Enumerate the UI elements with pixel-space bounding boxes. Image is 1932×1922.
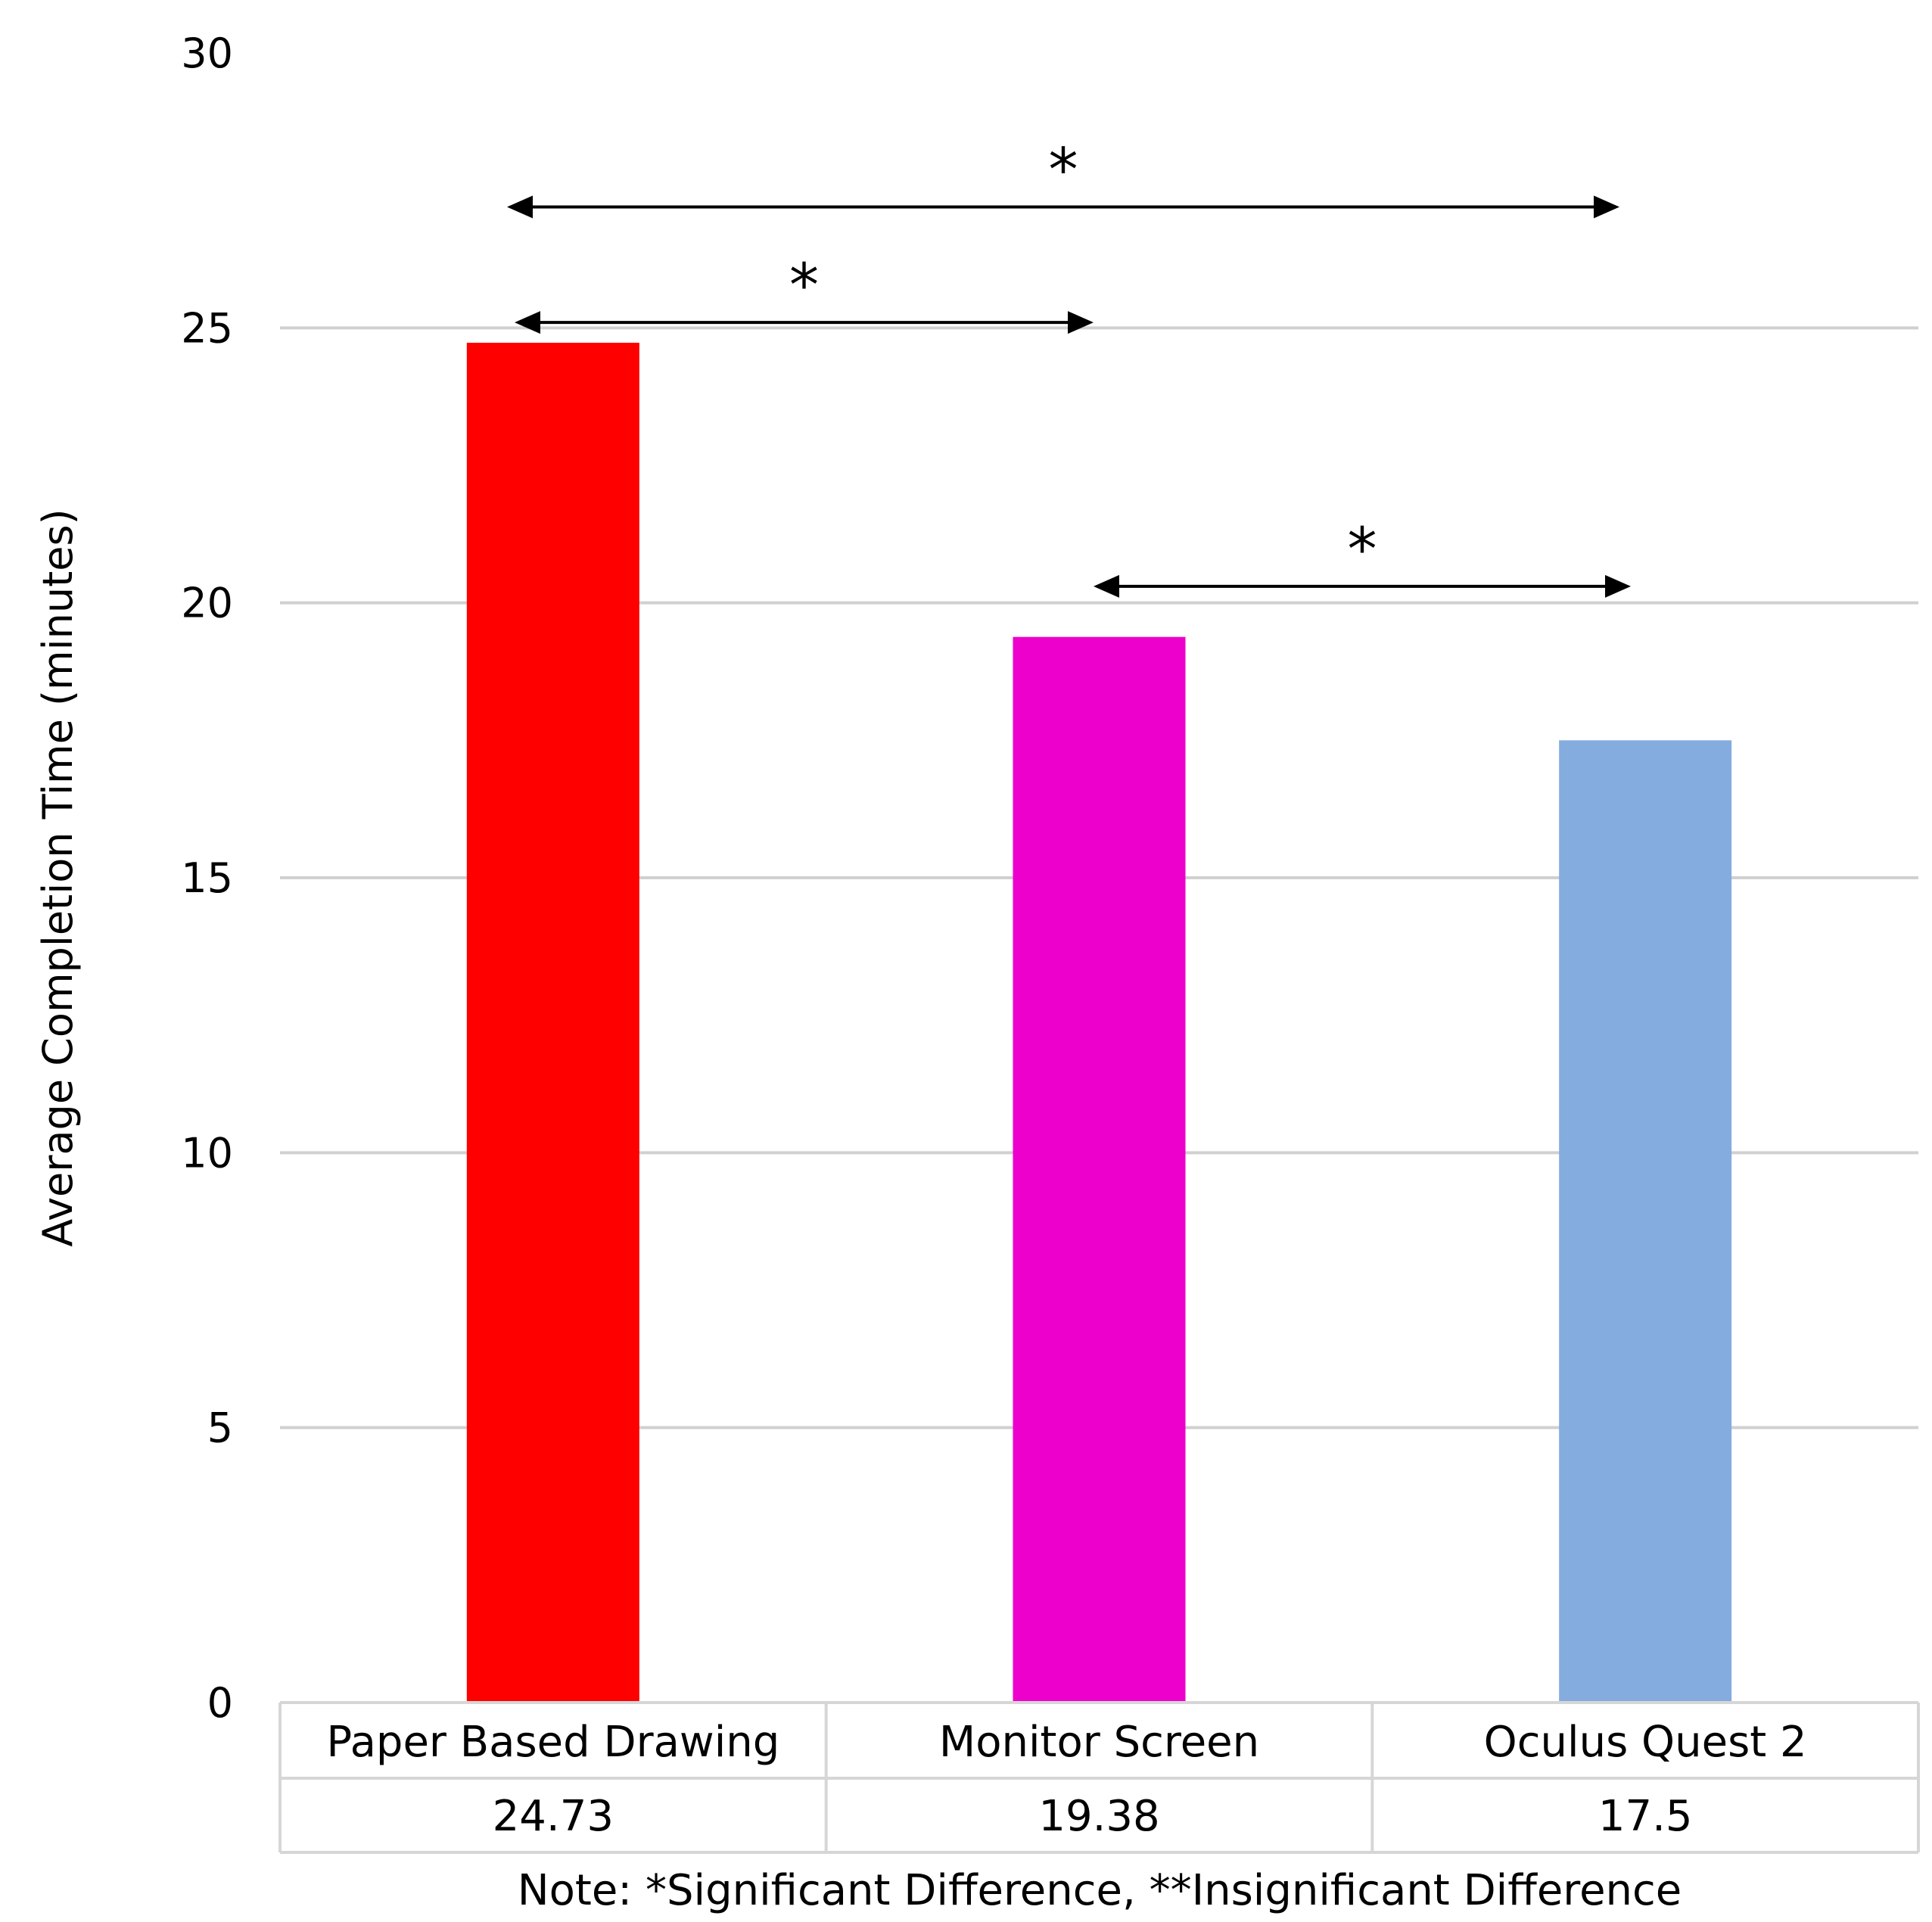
value-label: 19.38 xyxy=(1038,1792,1159,1841)
y-tick-label: 30 xyxy=(181,30,233,77)
significance-star: * xyxy=(1049,136,1078,204)
value-label: 17.5 xyxy=(1598,1792,1693,1841)
value-label: 24.73 xyxy=(493,1792,614,1841)
significance-star: * xyxy=(789,252,819,320)
significance-arrow: * xyxy=(507,136,1619,219)
y-axis-ticks: 0 5 10 15 20 25 30 xyxy=(181,30,233,1727)
y-tick-label: 20 xyxy=(181,580,233,627)
significance-annotations: * * * xyxy=(507,136,1631,598)
y-tick-label: 25 xyxy=(181,304,233,352)
category-label: Paper Based Drawing xyxy=(326,1718,779,1767)
bar xyxy=(1013,636,1186,1703)
data-table: Paper Based Drawing Monitor Screen Oculus … xyxy=(278,1701,1920,1854)
significance-arrow: * xyxy=(1094,516,1631,598)
y-tick-label: 5 xyxy=(207,1404,233,1452)
y-axis-title: Average Completion Time (minutes) xyxy=(34,508,82,1246)
significance-star: * xyxy=(1348,516,1377,584)
bar xyxy=(466,342,639,1703)
y-tick-label: 10 xyxy=(181,1129,233,1177)
y-tick-label: 15 xyxy=(181,854,233,902)
y-tick-label: 0 xyxy=(207,1679,233,1727)
note-text: Note: *Significant Difference, **Insigni… xyxy=(518,1866,1682,1915)
category-label: Monitor Screen xyxy=(939,1718,1259,1767)
significance-arrow: * xyxy=(515,252,1094,334)
bar xyxy=(1559,740,1732,1703)
bars xyxy=(466,342,1732,1703)
category-label: Oculus Quest 2 xyxy=(1484,1718,1807,1767)
